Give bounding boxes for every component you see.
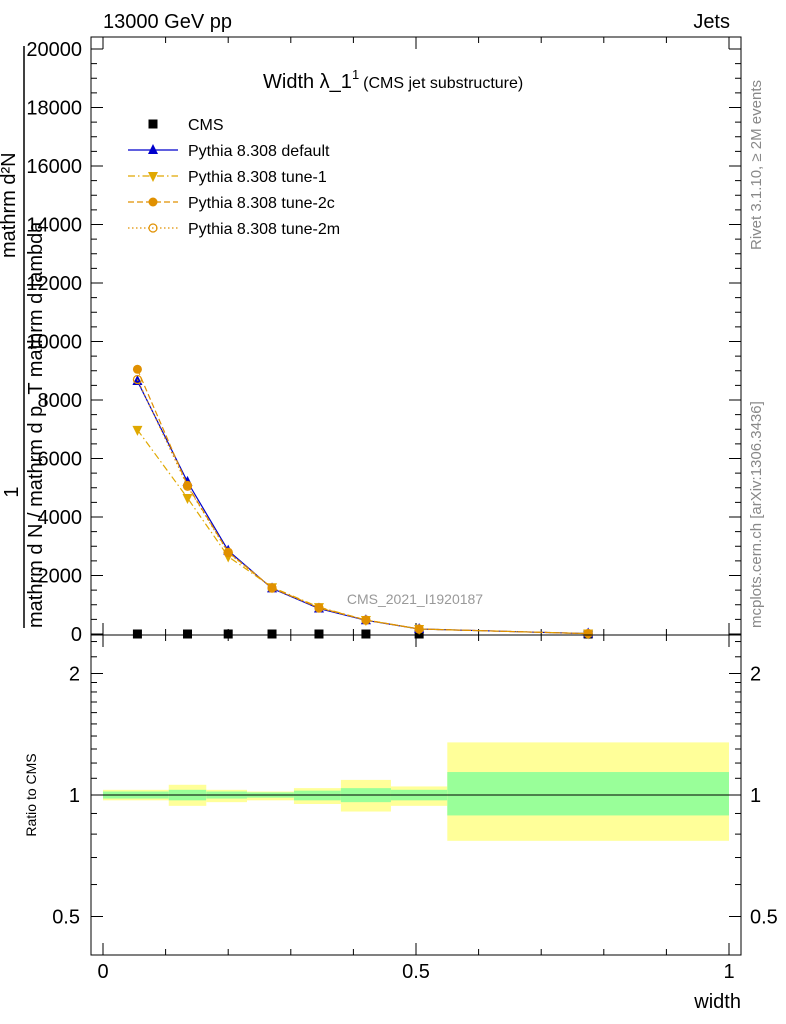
main-y-tick-label: 4000 [38,507,83,529]
plot-title-group: Width λ_11 (CMS jet substructure) [263,67,523,93]
ratio-y-tick-label: 0.5 [52,907,80,929]
ratio-bands [103,742,729,841]
y-label-top: mathrm d²N [0,152,20,258]
ratio-inner-band [293,790,341,801]
main-y-tick-label: 8000 [38,390,83,412]
ratio-y-tick-label: 1 [69,785,80,807]
legend-marker-cms [148,119,158,129]
legend-label-pythia-8-308-tune-2c: Pythia 8.308 tune-2c [188,195,335,212]
main-y-tick-label: 0 [71,624,82,646]
legend-label-pythia-8-308-default: Pythia 8.308 default [188,143,330,160]
ratio-y-tick-label-right: 2 [750,664,761,686]
ratio-y-tick-label: 2 [69,664,80,686]
data-point-cms [223,629,233,639]
plot-title-superscript: 1 [352,67,359,82]
x-tick-label: 1 [723,961,734,983]
data-point-pythia-8-308-tune-2m [132,374,143,385]
data-point-pythia-8-308-tune-2m [414,624,424,634]
main-y-tick-label: 16000 [26,156,82,178]
data-point-pythia-8-308-tune-2m [223,548,233,558]
main-y-tick-label: 18000 [26,98,82,120]
data-point-pythia-8-308-tune-2m [583,628,593,639]
legend-marker-pythia-8-308-tune-1 [148,172,158,182]
main-y-tick-label: 12000 [26,273,82,295]
legend-marker-pythia-8-308-default [148,144,158,154]
mcplots-label: mcplots.cern.ch [arXiv:1306.3436] [748,401,765,628]
ratio-y-tick-label-right: 0.5 [750,907,778,929]
x-axis-label: width [693,991,741,1013]
y-label-numerator: 1 [1,486,23,497]
data-point-pythia-8-308-tune-1 [182,493,193,504]
data-point-pythia-8-308-tune-2c [414,624,424,634]
data-point-pythia-8-308-tune-2c [583,629,593,639]
analysis-watermark: CMS_2021_I1920187 [347,591,483,607]
main-y-tick-label: 2000 [38,566,83,588]
main-plot-panel: 0 2000 4000 6000 8000 10000 12000 14000 16000 180… [0,36,742,646]
data-point-pythia-8-308-tune-2c [132,364,142,374]
ratio-inner-band [447,772,729,816]
main-series-group [132,364,594,640]
main-y-tick-label: 10000 [26,332,82,354]
data-point-cms [361,629,371,639]
legend-label-pythia-8-308-tune-1: Pythia 8.308 tune-1 [188,169,327,186]
main-y-label: 1 mathrm d N / mathrm d p_T mathrm d lam… [0,46,47,628]
data-point-cms [314,629,324,639]
data-point-cms [267,629,277,639]
legend-marker-pythia-8-308-tune-2c [148,197,158,207]
data-point-pythia-8-308-tune-1 [132,425,143,436]
legend-label-cms: CMS [188,117,224,134]
main-y-tick-label: 14000 [26,215,82,237]
x-tick-label: 0 [97,961,108,983]
legend-marker-pythia-8-308-tune-2m [148,223,158,233]
data-point-pythia-8-308-tune-2m [182,481,193,491]
ratio-y-axis: 0.5 0.5 1 1 2 2 [52,641,778,929]
header-right: Jets [693,11,730,33]
x-tick-label: 0.5 [402,961,430,983]
data-point-pythia-8-308-tune-2c [314,603,324,613]
ratio-y-label: Ratio to CMS [23,753,39,836]
ratio-y-tick-label-right: 1 [750,785,761,807]
series-line-pythia-8-308-tune-2m [136,379,589,635]
legend-label-pythia-8-308-tune-2m: Pythia 8.308 tune-2m [188,221,340,238]
main-y-tick-label: 6000 [38,449,83,471]
y-label-denominator: mathrm d N / mathrm d p_T mathrm d lambd… [25,221,47,628]
rivet-version-label: Rivet 3.1.10, ≥ 2M events [748,80,765,250]
main-y-axis: 0 2000 4000 6000 8000 10000 12000 14000 16000 180… [26,37,741,646]
x-axis: 0 0.5 1 [97,635,735,983]
ratio-plot-panel: 0.5 0.51 12 2 0 0.5 1 Ratio to CMS width [23,634,778,1013]
main-y-tick-label: 20000 [26,39,82,61]
legend: CMS Pythia 8.308 default Pythia 8.308 tune… [128,117,340,238]
data-point-cms [183,629,193,639]
data-point-cms [132,629,142,639]
data-point-pythia-8-308-tune-2m [314,603,324,613]
plot-subtitle: (CMS jet substructure) [363,75,523,92]
header-left: 13000 GeV pp [103,11,232,33]
data-point-pythia-8-308-tune-2m [267,583,277,593]
data-point-pythia-8-308-tune-2m [361,615,371,625]
data-point-pythia-8-308-tune-2c [361,615,371,625]
plot-title: Width λ_1 [263,71,352,93]
